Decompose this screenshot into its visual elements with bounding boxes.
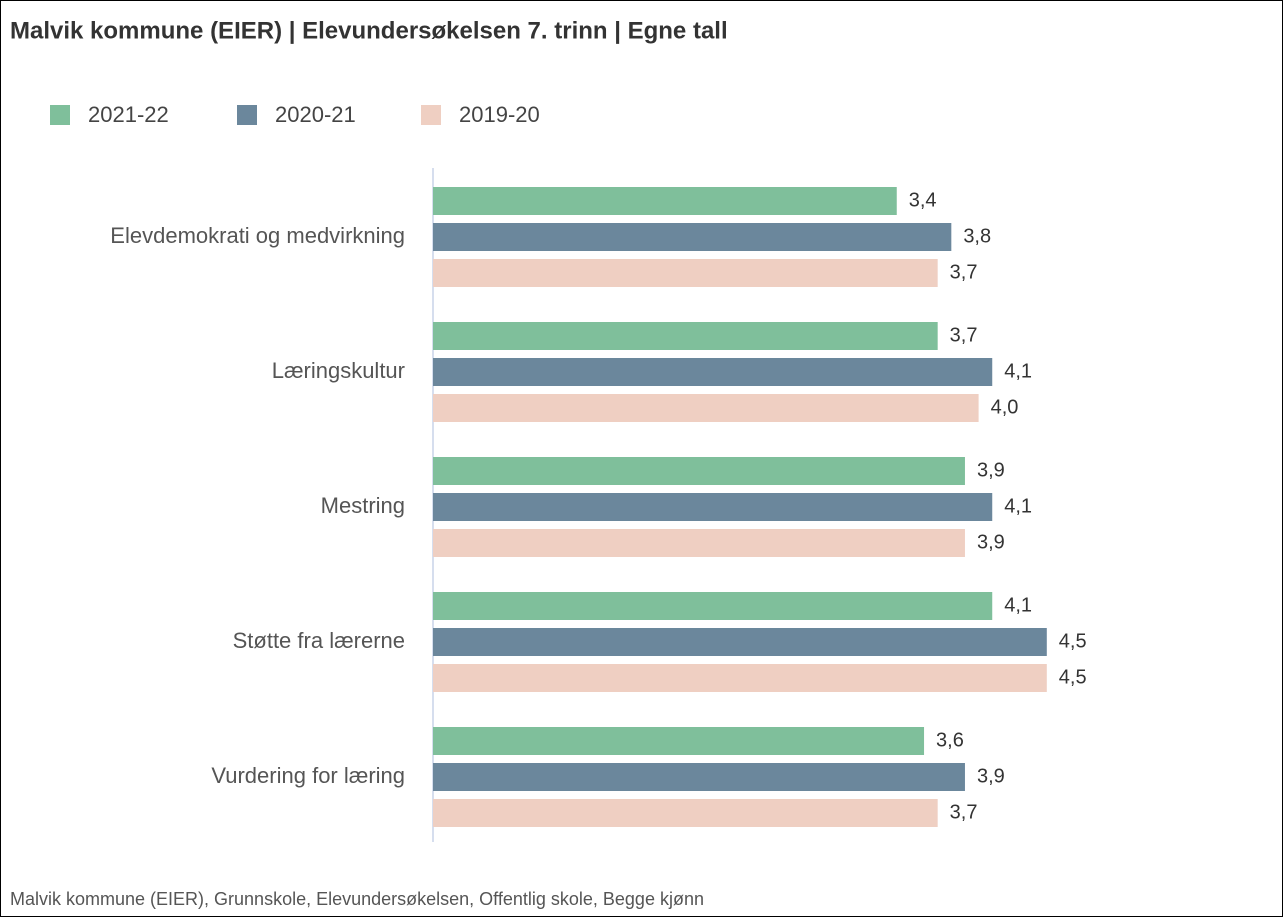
bar [433, 394, 979, 422]
legend-swatch [50, 105, 70, 125]
value-label: 3,8 [963, 225, 991, 247]
value-label: 3,9 [977, 531, 1005, 553]
category-label: Mestring [321, 493, 405, 518]
bar [433, 763, 965, 791]
category-label: Støtte fra lærerne [233, 628, 405, 653]
value-label: 4,5 [1059, 630, 1087, 652]
legend-label: 2020-21 [275, 102, 356, 127]
bar [433, 664, 1047, 692]
value-label: 3,7 [950, 324, 978, 346]
value-label: 3,9 [977, 459, 1005, 481]
chart-title: Malvik kommune (EIER) | Elevundersøkelse… [10, 17, 728, 44]
bar [433, 322, 938, 350]
bar [433, 358, 993, 386]
bar [433, 223, 952, 251]
value-label: 3,9 [977, 765, 1005, 787]
bar [433, 727, 925, 755]
value-label: 4,5 [1059, 666, 1087, 688]
bar [433, 187, 897, 215]
bar [433, 457, 965, 485]
value-label: 3,7 [950, 801, 978, 823]
value-label: 3,7 [950, 261, 978, 283]
category-label: Vurdering for læring [211, 763, 405, 788]
value-label: 3,6 [936, 729, 964, 751]
value-label: 3,4 [909, 189, 937, 211]
category-label: Elevdemokrati og medvirkning [110, 223, 405, 248]
footnote: Malvik kommune (EIER), Grunnskole, Elevu… [10, 889, 704, 909]
value-label: 4,0 [991, 396, 1019, 418]
legend-swatch [421, 105, 441, 125]
value-label: 4,1 [1004, 495, 1032, 517]
legend-label: 2021-22 [88, 102, 169, 127]
bar [433, 493, 993, 521]
value-label: 4,1 [1004, 594, 1032, 616]
legend-label: 2019-20 [459, 102, 540, 127]
bar [433, 628, 1047, 656]
bar [433, 592, 993, 620]
legend-swatch [237, 105, 257, 125]
category-label: Læringskultur [272, 358, 405, 383]
value-label: 4,1 [1004, 360, 1032, 382]
bar [433, 529, 965, 557]
bar [433, 799, 938, 827]
bar [433, 259, 938, 287]
